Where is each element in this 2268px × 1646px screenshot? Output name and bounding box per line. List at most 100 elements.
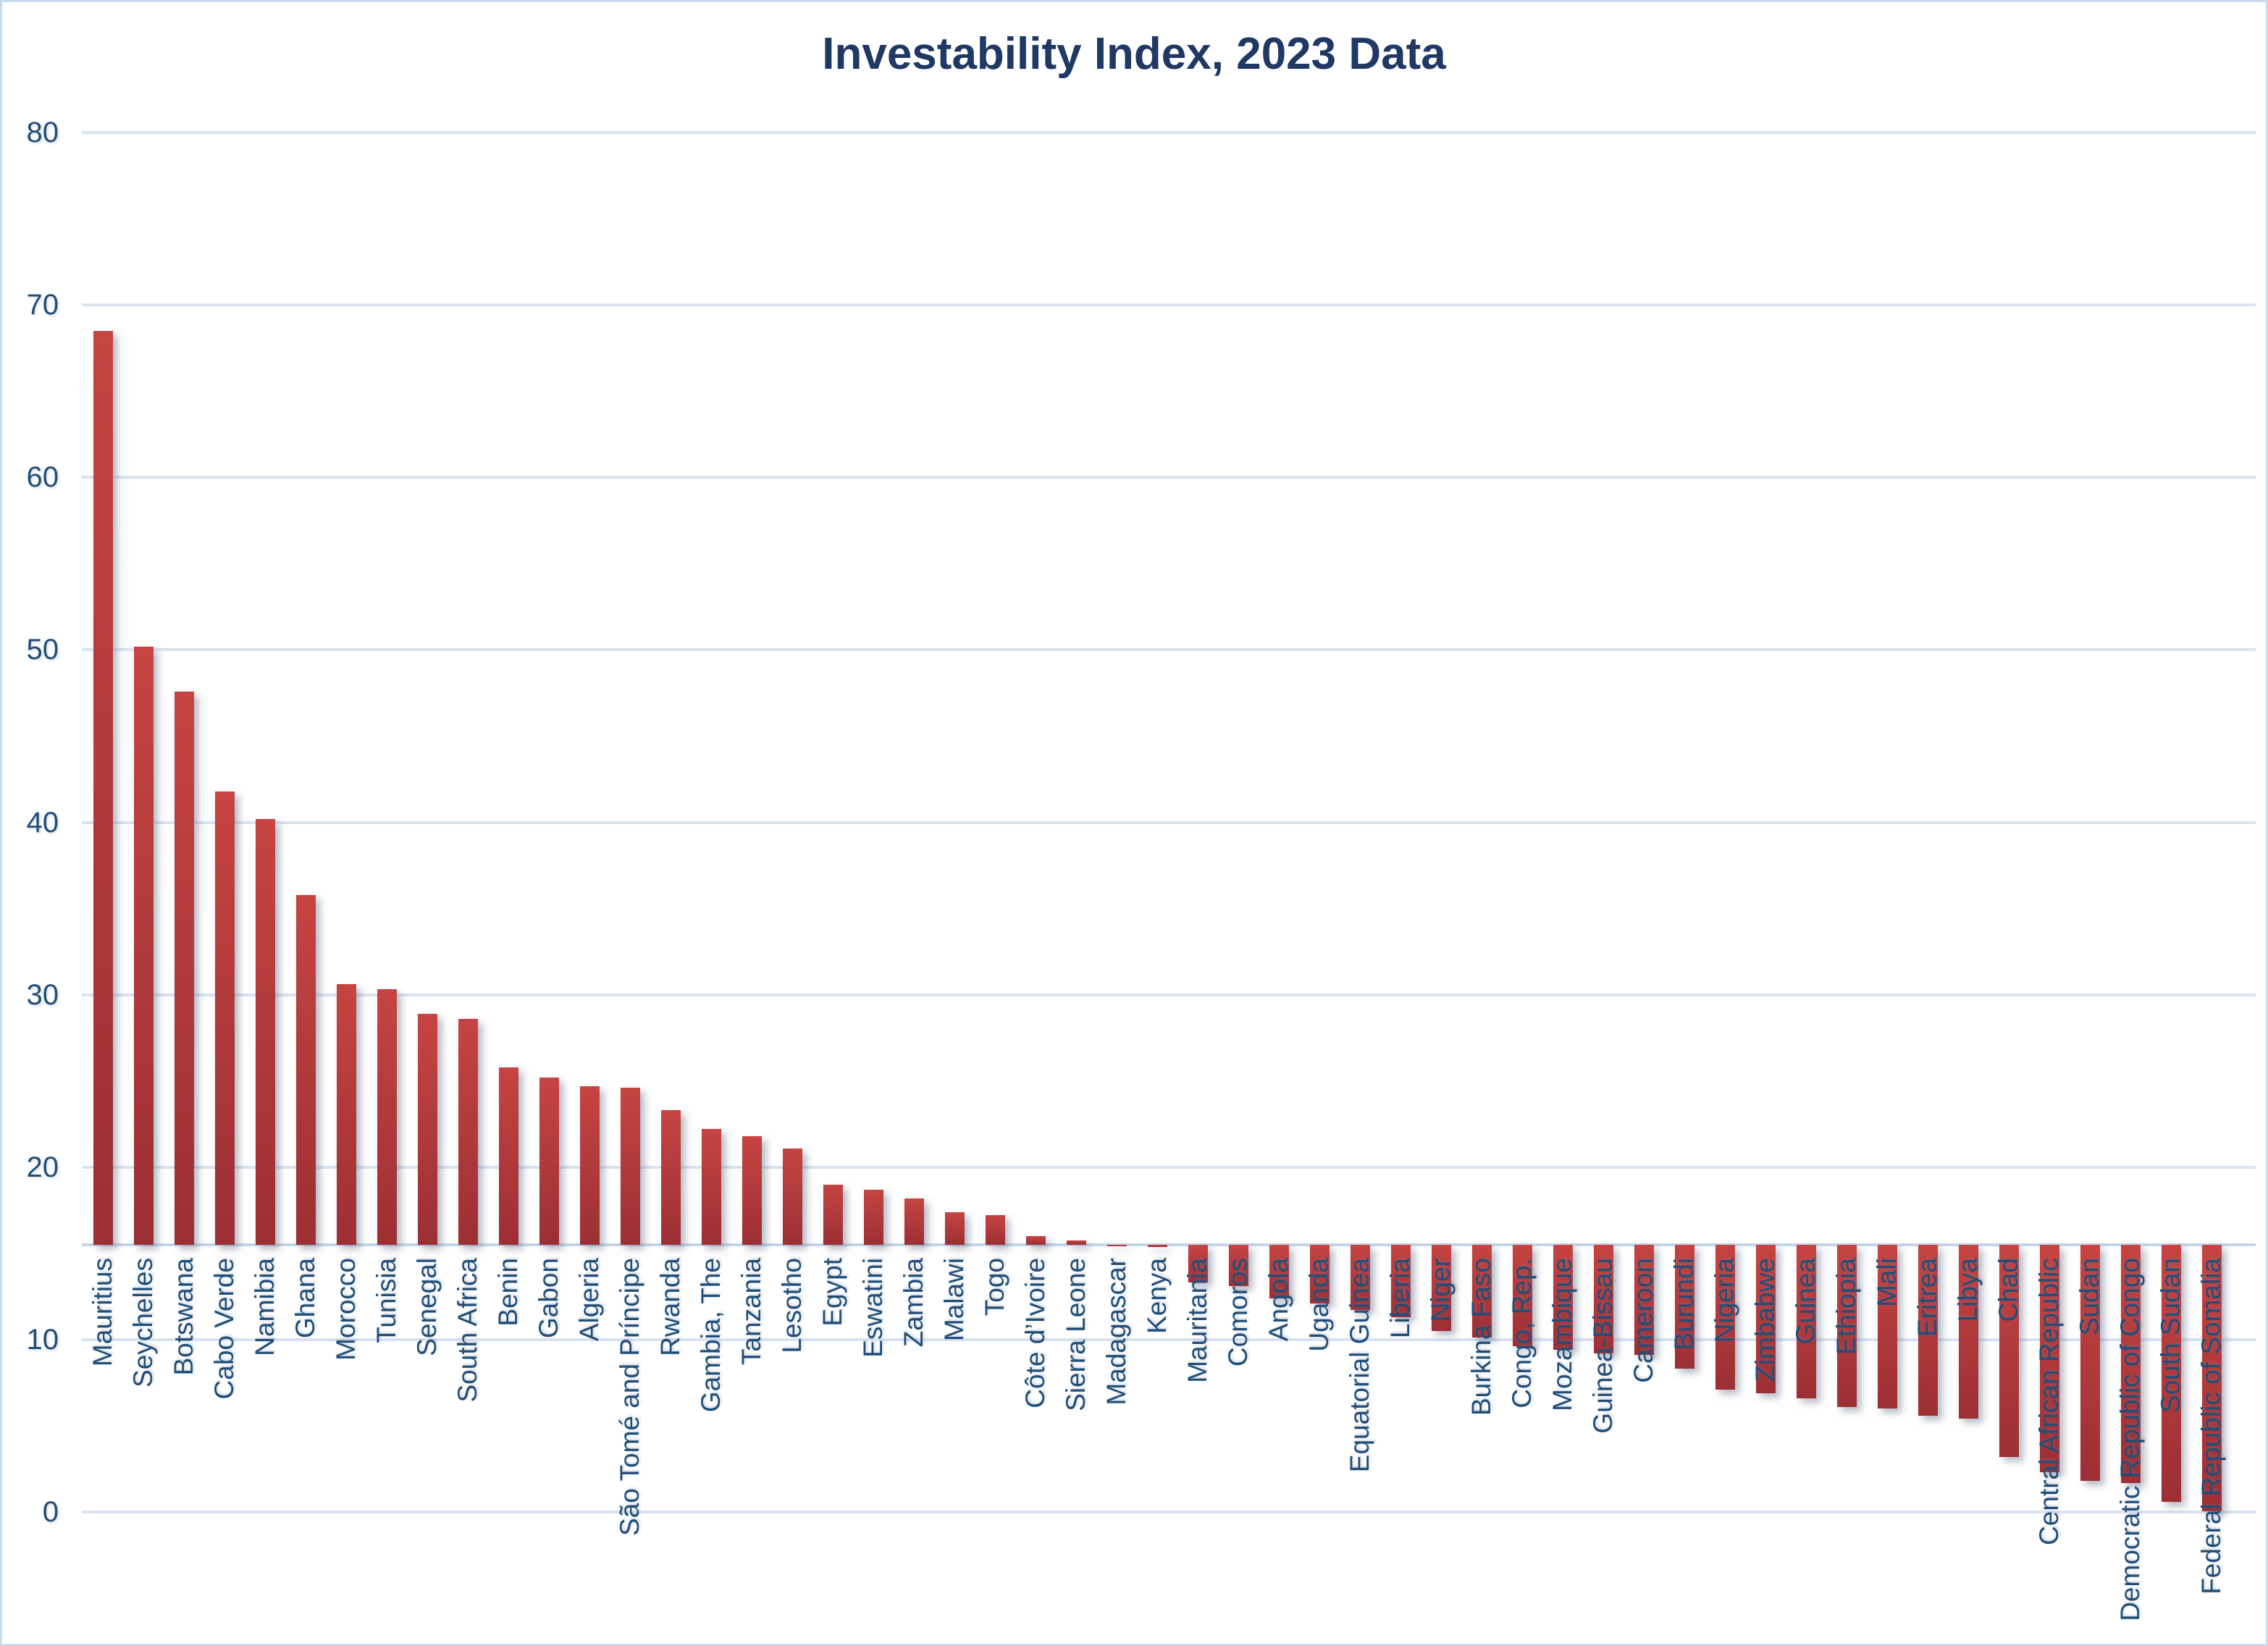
gridline-60 (82, 476, 2256, 479)
category-label-text: Chad (1994, 1258, 2023, 1322)
bar-namibia (255, 818, 275, 1245)
category-label-text: São Tomé and Príncipe (615, 1258, 644, 1536)
bar-benin (498, 1067, 518, 1245)
bar-burkina-faso (1471, 1244, 1492, 1338)
bar-mali (1877, 1244, 1897, 1409)
bar-mozambique (1553, 1244, 1573, 1351)
category-label-text: Ghana (290, 1258, 320, 1339)
category-label-text: Tanzania (736, 1258, 766, 1366)
bar-botswana (174, 691, 194, 1245)
category-label-text: Angola (1264, 1258, 1293, 1342)
bar-mauritius (93, 330, 113, 1245)
gridline-80 (82, 131, 2256, 134)
y-tick-label-20: 20 (26, 1151, 59, 1183)
category-label-text: Sudan (2075, 1258, 2104, 1335)
bar-seychelles (133, 646, 154, 1245)
bar-algeria (579, 1086, 600, 1245)
bar-guinea (1796, 1244, 1816, 1398)
bar-cameroon (1634, 1244, 1654, 1356)
y-tick-label-40: 40 (26, 806, 59, 839)
bar-niger (1431, 1244, 1451, 1331)
category-axis-line (82, 1243, 2256, 1246)
bar-liberia (1390, 1244, 1411, 1317)
category-label-text: Botswana (169, 1258, 198, 1376)
category-label-text: Cabo Verde (209, 1258, 239, 1400)
category-label-text: Niger (1426, 1258, 1456, 1322)
bar-democratic-republic-of-congo (2120, 1244, 2141, 1483)
bar-c-te-d-ivoire (1025, 1236, 1046, 1245)
category-label-text: Mauritius (88, 1258, 117, 1367)
category-label-text: South Sudan (2156, 1258, 2185, 1413)
category-label-text: Guinea (1791, 1258, 1820, 1345)
bar-zimbabwe (1755, 1244, 1776, 1393)
y-tick-label-10: 10 (26, 1323, 59, 1356)
bar-tanzania (742, 1135, 762, 1245)
category-label-text: Rwanda (655, 1258, 685, 1356)
bar-lesotho (782, 1148, 802, 1245)
category-label-text: Burkina Faso (1466, 1258, 1496, 1416)
gridline-30 (82, 993, 2256, 996)
y-tick-label-0: 0 (42, 1496, 59, 1528)
bar-angola (1269, 1244, 1289, 1298)
bar-libya (1958, 1244, 1978, 1419)
category-label-text: Uganda (1304, 1258, 1334, 1352)
category-label-text: Algeria (574, 1258, 604, 1342)
category-label-text: Madagascar (1101, 1258, 1131, 1406)
category-label-text: Gabon (534, 1258, 563, 1339)
bar-morocco (336, 984, 356, 1245)
category-label-text: Zimbabwe (1750, 1258, 1780, 1382)
bar-kenya (1147, 1244, 1167, 1248)
bar-south-sudan (2161, 1244, 2181, 1502)
bar-ethiopia (1836, 1244, 1857, 1407)
category-label-text: Morocco (331, 1258, 361, 1361)
category-label-text: Equatorial Guinea (1345, 1258, 1374, 1473)
bar-madagascar (1106, 1244, 1127, 1246)
category-label-text: Liberia (1385, 1258, 1415, 1339)
bar-s-o-tom-and-pr-ncipe (620, 1088, 640, 1245)
category-label-text: Egypt (818, 1258, 847, 1327)
category-label-text: South Africa (453, 1258, 482, 1403)
gridline-50 (82, 648, 2256, 652)
chart-title: Investability Index, 2023 Data (822, 29, 1446, 79)
category-label-text: Benin (493, 1258, 523, 1327)
bar-comoros (1228, 1244, 1248, 1287)
category-label-text: Comoros (1223, 1258, 1253, 1367)
bar-uganda (1309, 1244, 1330, 1303)
y-tick-label-80: 80 (26, 117, 59, 148)
gridline-70 (82, 303, 2256, 307)
bar-central-african-republic (2039, 1244, 2059, 1473)
bar-mauritania (1188, 1244, 1208, 1283)
category-label-text: Lesotho (777, 1258, 807, 1353)
category-label-text: Côte d’Ivoire (1020, 1258, 1050, 1408)
y-tick-label-50: 50 (26, 634, 59, 666)
bar-cabo-verde (214, 791, 235, 1245)
bar-togo (985, 1215, 1005, 1245)
category-label-text: Federal Republic of Somalia (2196, 1258, 2226, 1595)
category-label-text: Togo (980, 1258, 1009, 1317)
category-label-text: Mozambique (1547, 1258, 1577, 1411)
bar-eritrea (1918, 1244, 1938, 1416)
category-label-text: Nigeria (1710, 1258, 1739, 1343)
category-label-text: Ethiopia (1831, 1258, 1861, 1355)
category-label-text: Mali (1872, 1258, 1902, 1307)
category-label-text: Seychelles (128, 1258, 158, 1387)
y-tick-label-60: 60 (26, 461, 59, 494)
bar-zambia (904, 1198, 924, 1245)
category-label-text: Senegal (412, 1258, 442, 1356)
bar-congo-rep- (1512, 1244, 1532, 1347)
bar-eswatini (863, 1189, 883, 1245)
category-label-text: Eswatini (858, 1258, 888, 1358)
category-label-text: Guinea-Bissau (1588, 1258, 1618, 1434)
category-label-text: Tunisia (371, 1258, 401, 1343)
category-label-text: Libya (1953, 1258, 1983, 1322)
category-label-text: Cameroon (1629, 1258, 1658, 1383)
bar-equatorial-guinea (1350, 1244, 1370, 1311)
category-label-text: Mauritania (1183, 1258, 1212, 1383)
bar-federal-republic-of-somalia (2201, 1244, 2222, 1511)
category-label-text: Eritrea (1912, 1258, 1942, 1337)
bar-sierra-leone (1066, 1240, 1086, 1245)
gridline-40 (82, 820, 2256, 824)
bar-tunisia (377, 989, 397, 1245)
bar-malawi (944, 1212, 965, 1245)
